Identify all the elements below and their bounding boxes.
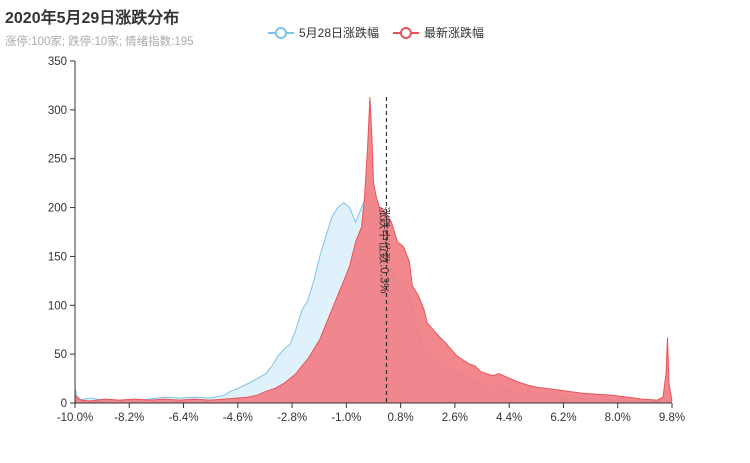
legend: 5月28日涨跌幅 最新涨跌幅 bbox=[268, 24, 498, 41]
legend-prev-line-icon bbox=[268, 26, 294, 39]
x-tick-label-6: 0.8% bbox=[388, 412, 414, 424]
x-tick-label-8: 4.4% bbox=[496, 412, 522, 424]
y-tick-label-5: 250 bbox=[48, 154, 67, 166]
y-tick-label-6: 300 bbox=[48, 105, 67, 117]
x-tick-label-0: -10.0% bbox=[57, 412, 93, 424]
x-tick-label-11: 9.8% bbox=[659, 412, 685, 424]
x-tick-label-10: 8.0% bbox=[605, 412, 631, 424]
x-tick-label-5: -1.0% bbox=[331, 412, 361, 424]
x-tick-label-9: 6.2% bbox=[550, 412, 576, 424]
legend-label-prev: 5月28日涨跌幅 bbox=[299, 26, 380, 40]
y-tick-label-1: 50 bbox=[54, 349, 67, 361]
x-tick-label-7: 2.6% bbox=[442, 412, 468, 424]
y-tick-label-2: 100 bbox=[48, 300, 67, 312]
chart-subtitle: 涨停:100家; 跌停:10家; 情绪指数:195 bbox=[5, 36, 194, 48]
legend-latest-line-icon bbox=[393, 26, 420, 39]
chart-title: 2020年5月29日涨跌分布 bbox=[5, 10, 180, 27]
x-tick-label-1: -8.2% bbox=[114, 412, 144, 424]
series-line-1 bbox=[74, 97, 673, 402]
x-tick-label-2: -6.4% bbox=[169, 412, 199, 424]
x-tick-label-3: -4.6% bbox=[223, 412, 253, 424]
y-tick-label-3: 150 bbox=[48, 251, 67, 263]
legend-label-latest: 最新涨跌幅 bbox=[424, 26, 485, 40]
median-label: 涨跌中位数:0.3% bbox=[377, 207, 391, 294]
x-tick-label-4: -2.8% bbox=[277, 412, 307, 424]
legend-item-latest[interactable]: 最新涨跌幅 bbox=[393, 24, 484, 41]
y-tick-label-4: 200 bbox=[48, 203, 67, 215]
legend-item-prev[interactable]: 5月28日涨跌幅 bbox=[268, 24, 379, 41]
series-area-1 bbox=[75, 97, 672, 403]
y-tick-label-0: 0 bbox=[61, 398, 67, 410]
y-tick-label-7: 350 bbox=[48, 56, 67, 68]
